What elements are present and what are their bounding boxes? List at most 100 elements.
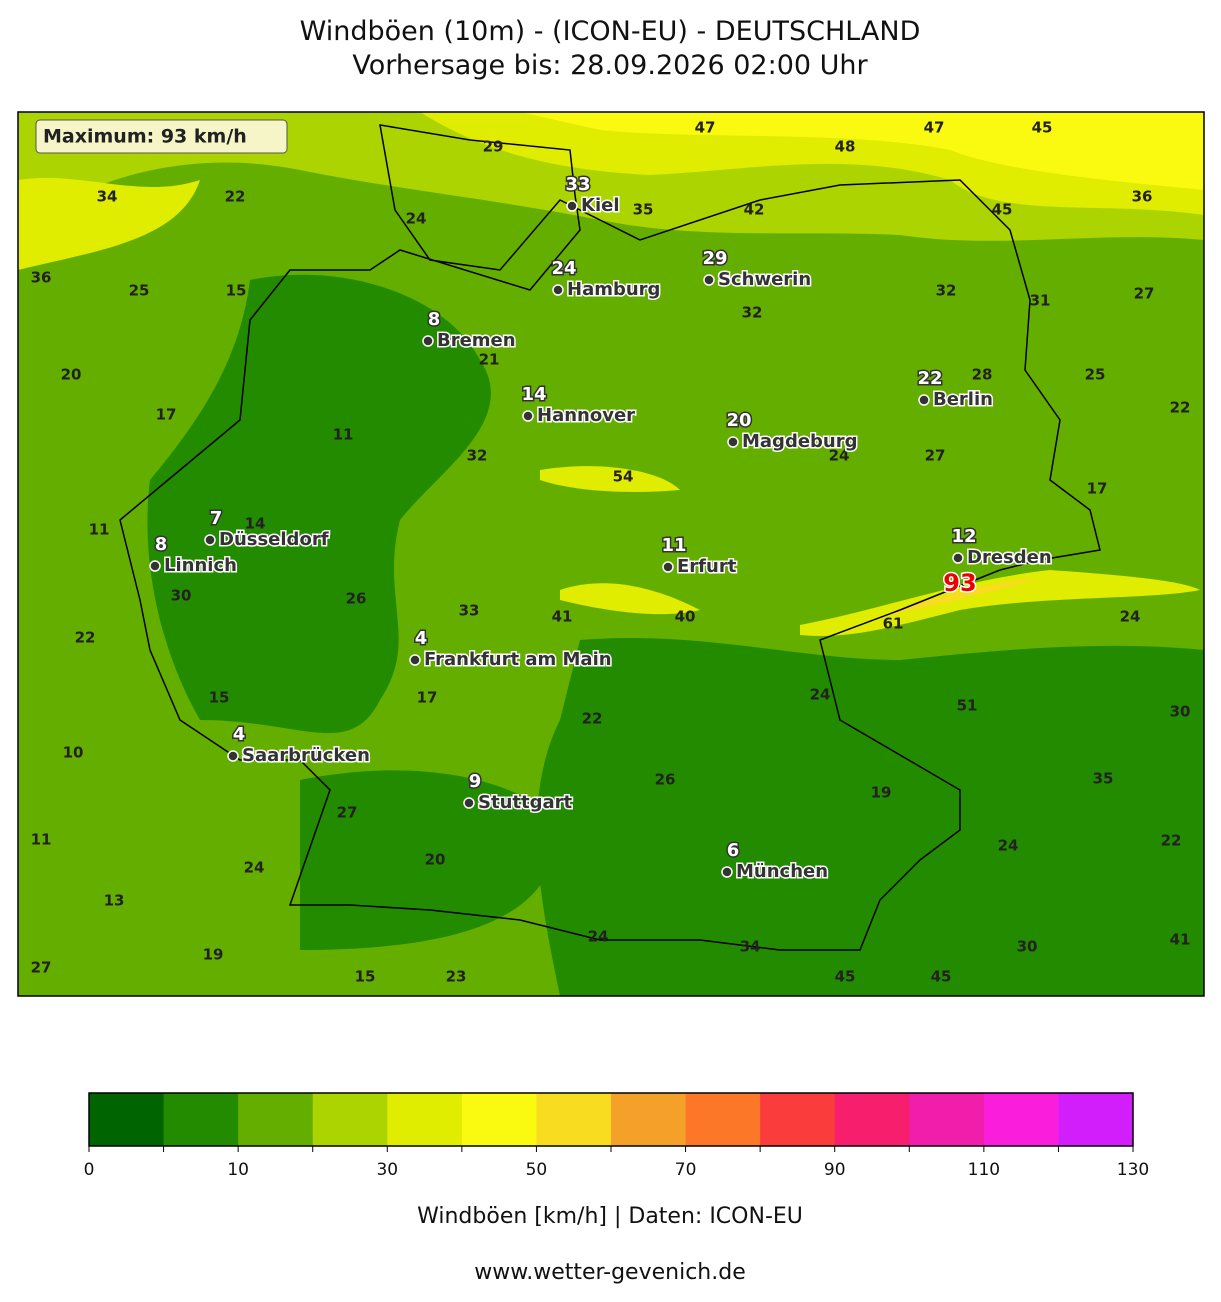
field-label: 31: [1030, 292, 1051, 310]
field-label: 24: [998, 837, 1019, 855]
field-label: 30: [1170, 703, 1191, 721]
field-label: 47: [695, 119, 716, 137]
field-area: [18, 177, 200, 270]
field-label: 11: [89, 521, 110, 539]
field-label: 11: [31, 831, 52, 849]
colorbar-label: Windböen [km/h] | Daten: ICON-EU: [417, 1204, 803, 1229]
field-label: 25: [129, 282, 150, 300]
colorbar-segment: [312, 1093, 388, 1146]
field-label: 45: [1032, 119, 1053, 137]
city-dot: [727, 436, 739, 448]
field-label: 45: [835, 968, 856, 986]
field-area: [147, 274, 491, 734]
colorbar-segment: [461, 1093, 537, 1146]
title: Windböen (10m) - (ICON-EU) - DEUTSCHLAND: [300, 16, 921, 47]
field-area: [300, 770, 560, 950]
city-dot: [522, 410, 534, 422]
field-label: 14: [245, 515, 266, 533]
colorbar-tick-label: 50: [526, 1160, 548, 1180]
field-label: 29: [483, 138, 504, 156]
city-name: Bremen: [437, 330, 516, 351]
colorbar-segment: [611, 1093, 687, 1146]
colorbar-tick-label: 0: [84, 1160, 95, 1180]
max-marker: 93: [943, 569, 976, 597]
city-name: Saarbrücken: [242, 745, 370, 766]
field-label: 19: [871, 784, 892, 802]
field-label: 25: [1085, 366, 1106, 384]
field-label: 41: [552, 608, 573, 626]
colorbar-tick-label: 70: [675, 1160, 697, 1180]
field-label: 15: [226, 282, 247, 300]
city-name: Schwerin: [718, 269, 811, 290]
colorbar-segment: [983, 1093, 1059, 1146]
field-label: 15: [355, 968, 376, 986]
field-label: 22: [582, 710, 603, 728]
field-label: 51: [957, 697, 978, 715]
colorbar-segment: [163, 1093, 239, 1146]
city-dot: [422, 335, 434, 347]
field-label: 33: [459, 602, 480, 620]
city-value: 4: [233, 724, 246, 745]
colorbar-segment: [685, 1093, 761, 1146]
field-label: 35: [633, 201, 654, 219]
colorbar-segment: [760, 1093, 836, 1146]
field-label: 40: [675, 608, 696, 626]
field-label: 41: [1170, 931, 1191, 949]
field-label: 10: [63, 744, 84, 762]
city-dot: [409, 654, 421, 666]
field-label: 17: [1087, 480, 1108, 498]
city-name: Magdeburg: [742, 431, 858, 452]
field-label: 17: [417, 689, 438, 707]
field-label: 36: [31, 269, 52, 287]
field-label: 61: [883, 615, 904, 633]
field-area: [800, 570, 1200, 636]
city-value: 14: [521, 384, 546, 405]
field-label: 32: [742, 304, 763, 322]
field-label: 27: [31, 959, 52, 977]
city-name: Dresden: [967, 547, 1052, 568]
city-name: Düsseldorf: [219, 529, 329, 550]
field-label: 32: [467, 447, 488, 465]
city-dot: [918, 394, 930, 406]
field-label: 22: [225, 188, 246, 206]
field-label: 35: [1093, 770, 1114, 788]
field-label: 24: [829, 447, 850, 465]
colorbar-tick-label: 130: [1117, 1160, 1149, 1180]
colorbar-segment: [536, 1093, 612, 1146]
field-label: 26: [346, 590, 367, 608]
city-dot: [204, 534, 216, 546]
map-frame: [17, 111, 1205, 997]
field-label: 24: [588, 928, 609, 946]
field-label: 45: [931, 968, 952, 986]
city-dot: [566, 200, 578, 212]
city-dot: [149, 560, 161, 572]
field-label: 24: [1120, 608, 1141, 626]
subtitle: Vorhersage bis: 28.09.2026 02:00 Uhr: [352, 50, 868, 81]
field-label: 30: [171, 587, 192, 605]
field-label: 23: [446, 968, 467, 986]
field-label: 27: [925, 447, 946, 465]
colorbar-tick-label: 90: [824, 1160, 846, 1180]
city-value: 22: [917, 368, 942, 389]
field-label: 22: [1161, 832, 1182, 850]
field-area: [540, 466, 680, 492]
colorbar-segment: [834, 1093, 910, 1146]
city-name: Hannover: [537, 405, 635, 426]
field-label: 26: [655, 771, 676, 789]
colorbar-segment: [387, 1093, 463, 1146]
colorbar-tick-label: 30: [376, 1160, 398, 1180]
colorbar-segment: [238, 1093, 314, 1146]
city-value: 4: [415, 628, 428, 649]
field-area: [536, 637, 1204, 996]
field-label: 42: [744, 201, 765, 219]
city-value: 33: [565, 174, 590, 195]
city-dot: [552, 284, 564, 296]
city-name: Hamburg: [567, 279, 660, 300]
field-label: 20: [425, 851, 446, 869]
city-name: München: [736, 861, 828, 882]
field-label: 20: [61, 366, 82, 384]
colorbar-segment: [1058, 1093, 1134, 1146]
colorbar-tick-label: 110: [968, 1160, 1000, 1180]
field-label: 48: [835, 138, 856, 156]
field-label: 34: [740, 938, 761, 956]
